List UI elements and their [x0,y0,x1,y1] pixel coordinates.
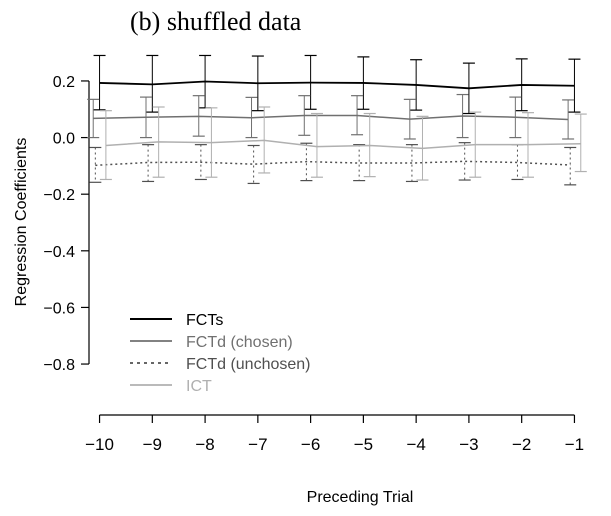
y-tick-label: −0.8 [43,357,75,374]
y-tick-label: −0.4 [43,244,75,261]
x-axis-label: Preceding Trial [307,489,414,506]
y-axis-label: Regression Coefficients [13,138,30,307]
y-tick-label: −0.2 [43,187,75,204]
x-tick-label: −7 [248,435,267,454]
x-tick-label: −9 [143,435,162,454]
x-tick-label: −3 [459,435,478,454]
y-axis: 0.2 0.0 −0.2 −0.4 −0.6 −0.8 [43,74,90,374]
x-axis: −10 −9 −8 −7 −6 −5 −4 −3 −2 −1 [85,414,584,454]
series-line [99,80,575,90]
legend-label: ICT [186,378,212,395]
series-4 [99,106,587,181]
legend-label: FCTd (unchosen) [186,356,311,373]
x-tick-label: −1 [565,435,584,454]
x-tick-label: −5 [354,435,373,454]
series-2 [87,93,575,140]
series-layer [87,54,587,186]
series-line [95,160,571,167]
chart-title: (b) shuffled data [130,7,302,36]
x-tick-label: −4 [406,435,425,454]
legend-label: FCTs [186,312,223,329]
x-tick-label: −8 [195,435,214,454]
y-tick-label: −0.6 [43,300,75,317]
legend: FCTs FCTd (chosen) FCTd (unchosen) ICT [130,312,311,395]
legend-label: FCTd (chosen) [186,334,293,351]
x-tick-label: −6 [301,435,320,454]
y-tick-label: 0.2 [53,74,75,91]
series-line [93,114,569,121]
x-tick-label: −2 [512,435,531,454]
series-1 [93,54,581,115]
series-line [105,139,581,150]
x-tick-label: −10 [85,435,114,454]
y-tick-label: 0.0 [53,131,75,148]
series-3 [89,142,577,186]
